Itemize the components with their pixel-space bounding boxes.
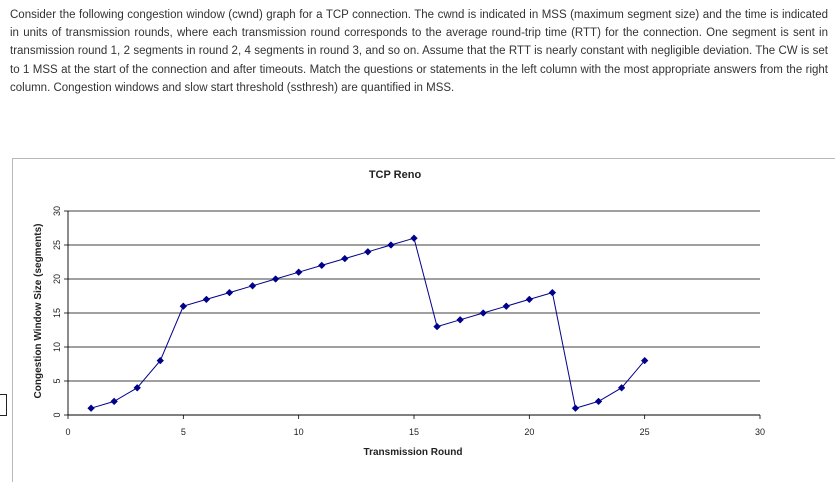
data-point-round-18	[479, 309, 487, 317]
data-point-round-6	[202, 295, 211, 304]
data-point-round-4	[156, 356, 165, 365]
y-tick-label: 20	[52, 274, 62, 284]
data-point-round-5	[179, 302, 188, 310]
data-point-round-24	[617, 384, 626, 392]
data-point-round-3	[133, 384, 141, 392]
x-tick-label: 25	[640, 427, 650, 437]
series-line-layer	[90, 237, 646, 409]
data-points	[87, 234, 649, 412]
x-tick-label: 30	[755, 427, 765, 437]
data-point-round-21	[548, 288, 557, 297]
y-tick-label: 10	[52, 342, 62, 352]
data-point-round-10	[294, 268, 303, 276]
y-axis-title: Congestion Window Size (segments)	[33, 224, 44, 399]
data-point-round-22	[571, 404, 580, 412]
y-tick-label: 15	[52, 308, 62, 318]
data-point-round-1	[87, 404, 95, 412]
tick-labels: 0 5 10 15 20 25 30 0 5 10 15 20 25 30	[52, 206, 765, 437]
x-tick-label: 15	[409, 427, 419, 437]
question-text: Consider the following congestion window…	[10, 9, 828, 94]
y-tick-label: 0	[52, 412, 62, 417]
y-tick-label: 5	[52, 378, 62, 383]
data-point-round-12	[341, 254, 349, 263]
data-point-round-20	[525, 295, 534, 304]
chart-frame	[12, 158, 835, 482]
grid-lines	[68, 210, 760, 382]
x-tick-label: 5	[181, 427, 186, 437]
x-axis-title: Transmission Round	[364, 447, 463, 458]
data-point-round-25	[640, 356, 649, 365]
chart-title: TCP Reno	[369, 169, 422, 181]
x-tick-label: 10	[294, 427, 304, 437]
x-tick-label: 0	[65, 427, 70, 437]
data-point-round-19	[502, 302, 511, 310]
data-point-round-17	[456, 316, 464, 324]
data-point-round-11	[317, 261, 326, 270]
data-point-round-9	[271, 275, 280, 283]
data-point-round-15	[410, 234, 418, 242]
axes	[64, 210, 761, 419]
x-tick-label: 20	[524, 427, 534, 437]
data-point-round-8	[248, 282, 257, 290]
side-marker	[0, 394, 7, 416]
data-point-round-7	[225, 288, 234, 297]
series-line	[90, 237, 646, 409]
data-point-round-13	[364, 248, 372, 256]
data-point-round-23	[594, 397, 603, 406]
y-tick-label: 25	[52, 240, 62, 250]
data-point-round-2	[110, 397, 118, 406]
y-tick-label: 30	[52, 206, 62, 216]
data-point-round-16	[433, 322, 441, 331]
data-point-round-14	[387, 241, 395, 249]
